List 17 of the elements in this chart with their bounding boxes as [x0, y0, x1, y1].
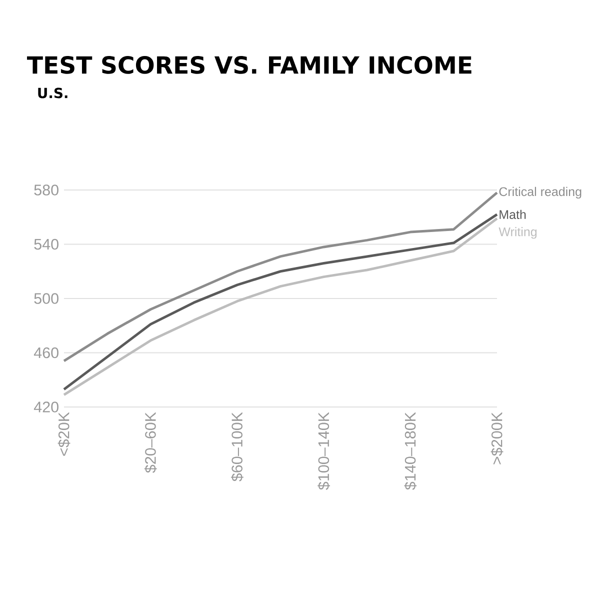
x-tick-label: $140–180K — [404, 412, 417, 490]
series-label: Writing — [498, 227, 537, 239]
y-tick-label: 460 — [34, 347, 58, 358]
x-tick-label: >$200K — [490, 412, 504, 464]
y-tick-label: 580 — [34, 184, 58, 196]
series-label: Math — [500, 210, 526, 220]
x-tick-label: $20–60K — [144, 412, 157, 473]
series-label: Critical reading — [499, 186, 582, 199]
chart-title: TEST SCORES VS. FAMILY INCOME — [27, 56, 472, 74]
y-tick-label: 540 — [34, 238, 58, 250]
x-tick-label: $60–100K — [231, 412, 244, 482]
x-tick-label: $100–140K — [318, 412, 330, 490]
y-tick-label: 420 — [34, 402, 58, 412]
chart-subtitle: U.S. — [38, 88, 68, 98]
line-series — [62, 191, 498, 362]
x-tick-label: <$20K — [58, 412, 70, 456]
y-tick-label: 500 — [34, 293, 58, 304]
